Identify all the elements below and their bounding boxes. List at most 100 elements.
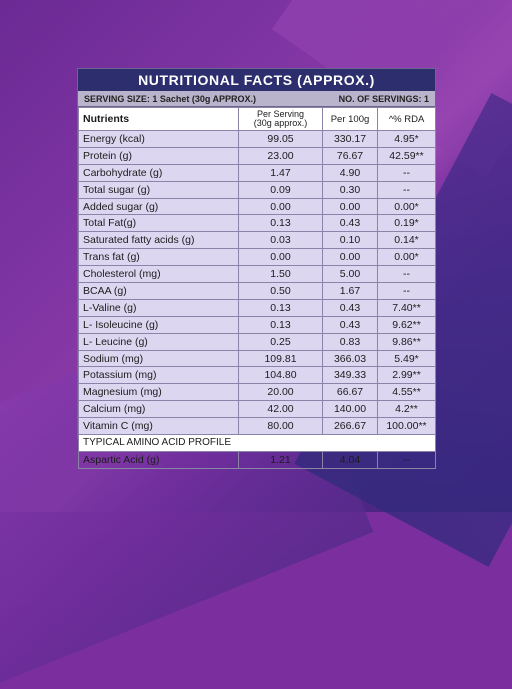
per-100g-value: 0.00 [322,197,378,216]
per-serving-value: 23.00 [238,146,323,165]
nutrition-facts-panel: NUTRITIONAL FACTS (APPROX.) SERVING SIZE… [77,68,436,469]
nutrition-title: NUTRITIONAL FACTS (APPROX.) [78,69,435,91]
nutrient-name: L-Valine (g) [78,298,239,317]
table-row: Vitamin C (mg) 80.00 266.67 100.00** [78,417,436,436]
table-row: Potassium (mg) 104.80 349.33 2.99** [78,366,436,385]
rda-value: 0.00* [377,248,436,267]
per-serving-value: 99.05 [238,130,323,148]
per-100g-value: 0.83 [322,332,378,351]
nutrient-name: Total Fat(g) [78,214,239,233]
nutrient-name: Saturated fatty acids (g) [78,231,239,250]
table-row: Total Fat(g) 0.13 0.43 0.19* [78,214,436,233]
rda-value: 4.95* [377,130,436,148]
header-rda: ^% RDA [377,107,436,131]
table-row: BCAA (g) 0.50 1.67 -- [78,282,436,300]
per-100g-value: 66.67 [322,383,378,402]
per-serving-value: 80.00 [238,417,323,436]
table-row: L- Isoleucine (g) 0.13 0.43 9.62** [78,315,436,334]
table-row: Total sugar (g) 0.09 0.30 -- [78,180,436,199]
per-serving-value: 0.09 [238,180,323,199]
table-row: Trans fat (g) 0.00 0.00 0.00* [78,248,436,267]
nutrient-name: Trans fat (g) [78,248,239,267]
nutrient-name: Cholesterol (mg) [78,265,239,284]
per-serving-value: 0.50 [238,282,323,300]
per-100g-value: 330.17 [322,130,378,148]
header-per-100g: Per 100g [322,107,378,131]
per-serving-value: 1.21 [238,450,323,469]
per-100g-value: 266.67 [322,417,378,436]
nutrient-name: Total sugar (g) [78,180,239,199]
per-100g-value: 349.33 [322,366,378,385]
nutrient-name: Vitamin C (mg) [78,417,239,436]
per-serving-value: 104.80 [238,366,323,385]
rda-value: 0.00* [377,197,436,216]
rda-value: 9.62** [377,315,436,334]
rda-value: -- [377,450,436,469]
per-serving-value: 0.13 [238,298,323,317]
nutrient-name: Protein (g) [78,146,239,165]
rda-value: 42.59** [377,146,436,165]
nutrient-name: Magnesium (mg) [78,383,239,402]
per-serving-value: 1.47 [238,163,323,182]
per-100g-value: 5.00 [322,265,378,284]
section-row: TYPICAL AMINO ACID PROFILE [78,434,436,452]
table-row: L- Leucine (g) 0.25 0.83 9.86** [78,332,436,351]
table-header-row: Nutrients Per Serving (30g approx.) Per … [78,107,436,131]
header-per-serving-line1: Per Serving [256,109,305,119]
nutrient-name: Added sugar (g) [78,197,239,216]
table-row: Added sugar (g) 0.00 0.00 0.00* [78,197,436,216]
per-100g-value: 4.90 [322,163,378,182]
rda-value: 7.40** [377,298,436,317]
rda-value: 2.99** [377,366,436,385]
nutrient-name: Aspartic Acid (g) [78,450,239,469]
per-100g-value: 0.43 [322,214,378,233]
nutrition-table: Nutrients Per Serving (30g approx.) Per … [78,107,436,469]
per-serving-value: 1.50 [238,265,323,284]
header-per-serving-line2: (30g approx.) [253,118,308,128]
nutrient-name: Carbohydrate (g) [78,163,239,182]
per-100g-value: 1.67 [322,282,378,300]
header-nutrients: Nutrients [78,107,239,131]
serving-info-bar: SERVING SIZE: 1 Sachet (30g APPROX.) NO.… [78,91,435,107]
rda-value: 9.86** [377,332,436,351]
rda-value: -- [377,180,436,199]
per-serving-value: 42.00 [238,400,323,419]
rda-value: 4.55** [377,383,436,402]
per-100g-value: 76.67 [322,146,378,165]
table-row: Saturated fatty acids (g) 0.03 0.10 0.14* [78,231,436,250]
serving-size: SERVING SIZE: 1 Sachet (30g APPROX.) [84,93,257,104]
nutrient-name: L- Leucine (g) [78,332,239,351]
per-serving-value: 0.13 [238,315,323,334]
rda-value: 0.14* [377,231,436,250]
rda-value: 4.2** [377,400,436,419]
header-per-serving: Per Serving (30g approx.) [238,107,323,131]
rda-value: 0.19* [377,214,436,233]
table-row: Calcium (mg) 42.00 140.00 4.2** [78,400,436,419]
per-serving-value: 109.81 [238,349,323,368]
per-serving-value: 0.13 [238,214,323,233]
nutrient-name: Energy (kcal) [78,130,239,148]
section-title: TYPICAL AMINO ACID PROFILE [78,434,436,452]
nutrient-name: Sodium (mg) [78,349,239,368]
table-row: Protein (g) 23.00 76.67 42.59** [78,146,436,165]
table-row: Aspartic Acid (g) 1.21 4.04 -- [78,450,436,469]
per-serving-value: 0.00 [238,248,323,267]
per-100g-value: 140.00 [322,400,378,419]
table-row: L-Valine (g) 0.13 0.43 7.40** [78,298,436,317]
per-100g-value: 366.03 [322,349,378,368]
per-serving-value: 0.00 [238,197,323,216]
table-row: Cholesterol (mg) 1.50 5.00 -- [78,265,436,284]
per-100g-value: 0.43 [322,298,378,317]
servings-count: NO. OF SERVINGS: 1 [338,93,429,104]
per-100g-value: 0.10 [322,231,378,250]
rda-value: -- [377,163,436,182]
rda-value: 100.00** [377,417,436,436]
table-row: Sodium (mg) 109.81 366.03 5.49* [78,349,436,368]
rda-value: -- [377,282,436,300]
per-100g-value: 0.00 [322,248,378,267]
nutrient-name: Potassium (mg) [78,366,239,385]
nutrient-name: L- Isoleucine (g) [78,315,239,334]
table-row: Magnesium (mg) 20.00 66.67 4.55** [78,383,436,402]
per-serving-value: 0.03 [238,231,323,250]
nutrient-name: Calcium (mg) [78,400,239,419]
